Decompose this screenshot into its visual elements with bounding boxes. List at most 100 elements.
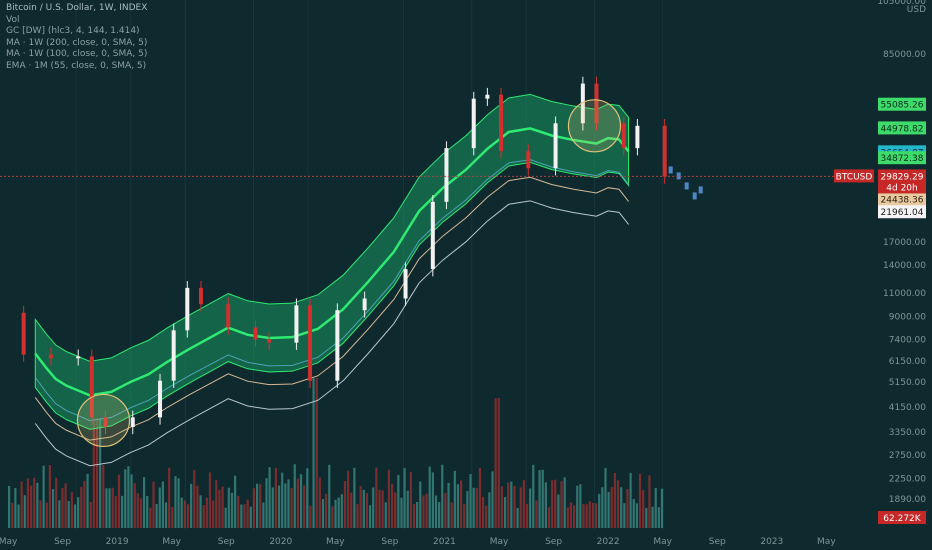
volume-bar [171, 506, 174, 528]
volume-bar [412, 504, 416, 528]
y-tick-label: 5150.00 [889, 378, 926, 388]
volume-bar [11, 502, 14, 528]
volume-bar [557, 494, 560, 528]
volume-bar [265, 478, 268, 528]
volume-bar [152, 481, 155, 528]
y-tick-label: 7400.00 [889, 335, 926, 345]
volume-bar [463, 504, 466, 528]
volume-bar [177, 478, 180, 528]
candle-body [526, 151, 531, 169]
volume-bar [416, 501, 419, 528]
volume-bar [635, 503, 638, 528]
value-badge-text: 24438.36 [881, 196, 924, 206]
projection-bar [692, 192, 697, 200]
volume-bar [139, 498, 143, 528]
volume-bar [199, 495, 202, 528]
volume-bar [281, 472, 284, 528]
volume-bar [218, 489, 221, 528]
volume-bar [227, 487, 230, 528]
volume-bar [64, 483, 67, 528]
candle-body [444, 148, 449, 202]
volume-bar [17, 504, 20, 528]
volume-bar [99, 418, 102, 528]
volume-bar [438, 502, 441, 528]
volume-bar [378, 489, 381, 528]
candle-body [594, 83, 599, 124]
volume-bar [193, 470, 196, 528]
volume-bar [428, 466, 431, 528]
value-badge [878, 97, 926, 111]
volume-bar [535, 500, 538, 528]
volume-bar [406, 490, 409, 528]
volume-bar [255, 483, 259, 528]
candle-body [103, 417, 108, 427]
volume-bar [249, 506, 252, 528]
volume-bar [507, 482, 510, 528]
volume-bar [497, 398, 500, 528]
y-tick-label: 6150.00 [889, 357, 926, 367]
value-badge [878, 192, 926, 206]
volume-bar [554, 479, 557, 528]
volume-bar [579, 484, 582, 528]
y-tick-label: 85000.00 [883, 50, 926, 60]
x-tick-label: 2022 [597, 537, 620, 547]
volume-bar [202, 505, 205, 528]
volume-bar [180, 497, 183, 528]
volume-bar [155, 503, 158, 528]
volume-bar [80, 486, 83, 528]
candle-body [294, 305, 299, 343]
volume-bar [259, 484, 262, 528]
volume-bar [299, 474, 303, 528]
candle-body [185, 287, 190, 331]
volume-bar [384, 502, 387, 528]
volume-bar [190, 483, 193, 528]
x-tick-label: Sep [218, 537, 235, 547]
volume-bar [591, 502, 595, 528]
volume-bar [224, 507, 227, 528]
volume-bar [268, 467, 271, 528]
volume-bar [453, 470, 456, 528]
volume-bar [645, 507, 648, 528]
volume-bar [522, 480, 525, 528]
y-tick-label: 2250.00 [889, 475, 926, 485]
volume-bar [629, 472, 632, 528]
volume-bar [277, 485, 281, 528]
candle-body [362, 298, 367, 311]
volume-bar [594, 503, 598, 528]
volume-bar [660, 488, 664, 528]
volume-bar [117, 474, 121, 528]
volume-bar [516, 507, 519, 528]
volume-bar [387, 469, 391, 528]
price-tag [878, 169, 926, 194]
x-axis-bg [0, 531, 932, 550]
projection-bar [684, 182, 689, 190]
ema-line [34, 159, 629, 422]
price-tag-countdown: 4d 20h [886, 183, 917, 193]
volume-bar [136, 493, 139, 528]
candle-body [21, 312, 26, 355]
value-badge [878, 151, 926, 165]
projection-bar [698, 186, 703, 194]
volume-bars [8, 378, 664, 528]
volume-bar [657, 507, 660, 528]
volume-bar [328, 464, 331, 528]
volume-bar [573, 505, 576, 528]
y-top-value: 105000.00 [877, 0, 926, 7]
candle-body [158, 380, 163, 418]
volume-bar [613, 472, 617, 528]
x-tick-label: May [0, 537, 18, 547]
volume-bar [469, 474, 472, 528]
y-tick-label: 2750.00 [889, 451, 926, 461]
volume-bar [284, 483, 287, 528]
volume-bar [425, 493, 428, 528]
volume-bar [240, 504, 243, 528]
candle-body [430, 201, 435, 270]
volume-bar [196, 485, 199, 528]
chart-legend: Bitcoin / U.S. Dollar, 1W, INDEX Vol GC … [6, 3, 147, 72]
candle-body [403, 269, 408, 299]
volume-bar [321, 498, 325, 528]
volume-bar [124, 469, 127, 528]
volume-bar [475, 488, 478, 528]
volume-bar [149, 507, 152, 528]
